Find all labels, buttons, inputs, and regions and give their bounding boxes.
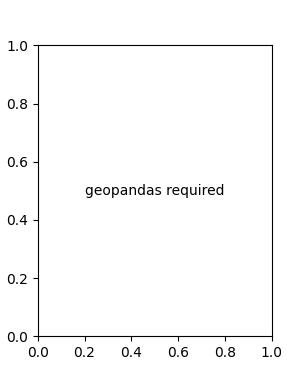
Text: geopandas required: geopandas required (85, 184, 224, 198)
